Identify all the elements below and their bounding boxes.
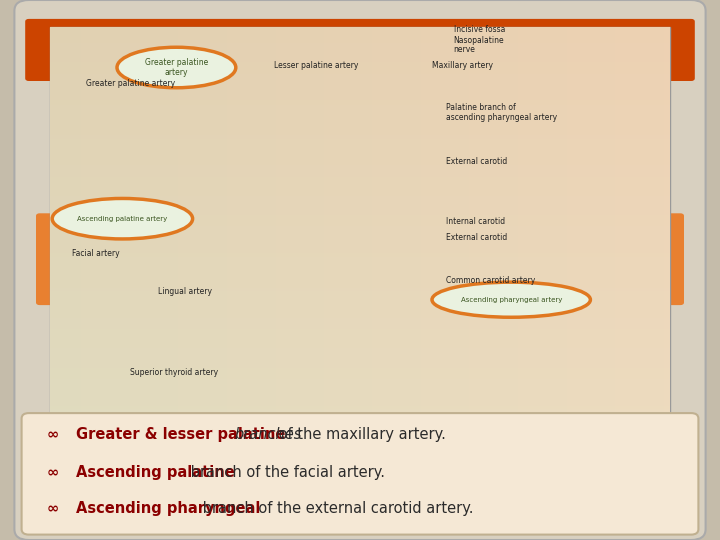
Ellipse shape <box>53 198 193 239</box>
Text: BLOOD SUPPLY OF THE PALATE: BLOOD SUPPLY OF THE PALATE <box>228 42 492 57</box>
Text: External carotid: External carotid <box>446 233 508 242</box>
Text: ascending pharyngeal artery: ascending pharyngeal artery <box>446 113 557 122</box>
FancyBboxPatch shape <box>659 213 684 305</box>
Text: Lingual artery: Lingual artery <box>158 287 212 296</box>
Text: Ascending palatine: Ascending palatine <box>76 465 234 480</box>
FancyBboxPatch shape <box>14 0 706 540</box>
Text: of the maxillary artery.: of the maxillary artery. <box>274 427 446 442</box>
FancyBboxPatch shape <box>22 413 698 535</box>
Text: Ascending pharyngeal: Ascending pharyngeal <box>76 501 260 516</box>
Text: External carotid: External carotid <box>446 158 508 166</box>
FancyBboxPatch shape <box>50 27 670 416</box>
Text: ∞: ∞ <box>47 465 64 480</box>
Text: branch of the facial artery.: branch of the facial artery. <box>186 465 384 480</box>
Ellipse shape <box>117 47 236 87</box>
Text: branches: branches <box>235 427 302 442</box>
Text: Palatine branch of: Palatine branch of <box>446 104 516 112</box>
Text: nerve: nerve <box>454 45 475 54</box>
Text: Greater palatine
artery: Greater palatine artery <box>145 58 208 77</box>
Text: ∞: ∞ <box>47 501 64 516</box>
Text: Lesser palatine artery: Lesser palatine artery <box>274 62 358 70</box>
Text: Maxillary artery: Maxillary artery <box>432 62 493 70</box>
Text: Greater & lesser palatine: Greater & lesser palatine <box>76 427 290 442</box>
Text: Superior thyroid artery: Superior thyroid artery <box>130 368 217 377</box>
Text: Common carotid artery: Common carotid artery <box>446 276 536 285</box>
FancyBboxPatch shape <box>25 19 695 81</box>
Text: Facial artery: Facial artery <box>72 249 120 258</box>
FancyBboxPatch shape <box>36 213 61 305</box>
Text: Greater palatine artery: Greater palatine artery <box>86 79 176 88</box>
Text: ∞: ∞ <box>47 427 64 442</box>
Text: Incisive fossa: Incisive fossa <box>454 25 505 34</box>
Text: Ascending pharyngeal artery: Ascending pharyngeal artery <box>461 296 562 303</box>
Text: branch of the external carotid artery.: branch of the external carotid artery. <box>198 501 474 516</box>
Ellipse shape <box>432 282 590 317</box>
Text: Ascending palatine artery: Ascending palatine artery <box>77 215 168 222</box>
Text: Nasopalatine: Nasopalatine <box>454 36 504 45</box>
Text: Internal carotid: Internal carotid <box>446 217 505 226</box>
